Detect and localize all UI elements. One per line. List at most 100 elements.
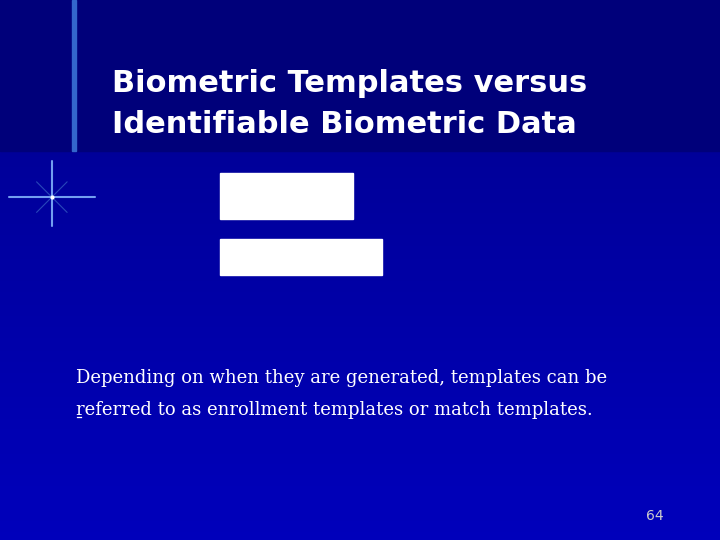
Bar — [0, 78, 720, 81]
Bar — [0, 335, 720, 338]
Text: Biometric Templates versus: Biometric Templates versus — [112, 69, 587, 98]
Bar — [0, 243, 720, 246]
Bar — [0, 248, 720, 251]
Bar — [0, 197, 720, 200]
Bar — [0, 275, 720, 278]
Bar — [0, 532, 720, 535]
Bar — [0, 362, 720, 364]
Bar — [0, 81, 720, 84]
Bar — [0, 259, 720, 262]
Bar — [0, 32, 720, 35]
Bar — [0, 221, 720, 224]
Bar — [0, 49, 720, 51]
Bar — [0, 432, 720, 435]
Bar — [0, 351, 720, 354]
Bar — [0, 240, 720, 243]
Bar — [0, 108, 720, 111]
Bar — [0, 300, 720, 302]
Text: Identifiable Biometric Data: Identifiable Biometric Data — [112, 110, 576, 139]
Bar — [0, 211, 720, 213]
Bar — [0, 524, 720, 526]
Bar — [0, 297, 720, 300]
Bar — [0, 346, 720, 348]
Bar — [0, 194, 720, 197]
Bar — [0, 70, 720, 73]
Bar — [0, 219, 720, 221]
Bar — [0, 491, 720, 494]
Bar — [0, 127, 720, 130]
Bar — [0, 321, 720, 324]
Bar — [0, 448, 720, 451]
Bar — [0, 513, 720, 516]
Bar — [0, 427, 720, 429]
Bar — [0, 481, 720, 483]
Bar — [0, 392, 720, 394]
Bar — [0, 119, 720, 122]
Bar — [0, 27, 720, 30]
Bar — [0, 516, 720, 518]
Bar — [0, 238, 720, 240]
Bar — [0, 437, 720, 440]
Bar — [0, 230, 720, 232]
Bar — [0, 135, 720, 138]
Bar — [0, 103, 720, 105]
Bar — [0, 176, 720, 178]
Bar — [0, 46, 720, 49]
Bar — [0, 319, 720, 321]
Bar — [0, 0, 720, 151]
Bar — [0, 329, 720, 332]
Bar — [0, 294, 720, 297]
Bar — [0, 405, 720, 408]
Bar — [0, 184, 720, 186]
Bar — [0, 416, 720, 418]
Bar — [0, 343, 720, 346]
Bar — [0, 518, 720, 521]
Text: Depending on when they are generated, templates can be: Depending on when they are generated, te… — [76, 369, 607, 387]
Bar — [0, 186, 720, 189]
Bar — [0, 373, 720, 375]
Bar — [0, 68, 720, 70]
Bar — [0, 508, 720, 510]
Bar — [0, 205, 720, 208]
Bar — [0, 535, 720, 537]
Bar — [0, 308, 720, 310]
Bar — [0, 497, 720, 500]
Bar — [0, 521, 720, 524]
Bar — [0, 408, 720, 410]
Bar — [0, 73, 720, 76]
Bar — [0, 435, 720, 437]
Bar — [0, 505, 720, 508]
Bar — [0, 148, 720, 151]
Bar — [0, 154, 720, 157]
Bar — [0, 165, 720, 167]
Bar — [0, 167, 720, 170]
Bar — [0, 359, 720, 362]
Bar — [0, 51, 720, 54]
Bar — [0, 76, 720, 78]
Bar — [0, 332, 720, 335]
Bar — [0, 178, 720, 181]
Bar — [0, 367, 720, 370]
Bar — [0, 462, 720, 464]
Bar — [0, 421, 720, 424]
Bar — [0, 356, 720, 359]
Bar — [0, 122, 720, 124]
Bar — [0, 19, 720, 22]
Bar — [0, 97, 720, 100]
Bar — [0, 24, 720, 27]
Bar — [0, 54, 720, 57]
Bar — [0, 502, 720, 505]
Bar — [0, 410, 720, 413]
Bar — [0, 418, 720, 421]
Bar — [0, 92, 720, 94]
Bar — [0, 173, 720, 176]
Bar — [0, 316, 720, 319]
Bar — [0, 440, 720, 443]
Bar — [0, 22, 720, 24]
Bar — [0, 14, 720, 16]
Bar — [0, 208, 720, 211]
Bar — [0, 340, 720, 343]
Bar — [0, 170, 720, 173]
Bar — [0, 454, 720, 456]
Bar — [0, 59, 720, 62]
